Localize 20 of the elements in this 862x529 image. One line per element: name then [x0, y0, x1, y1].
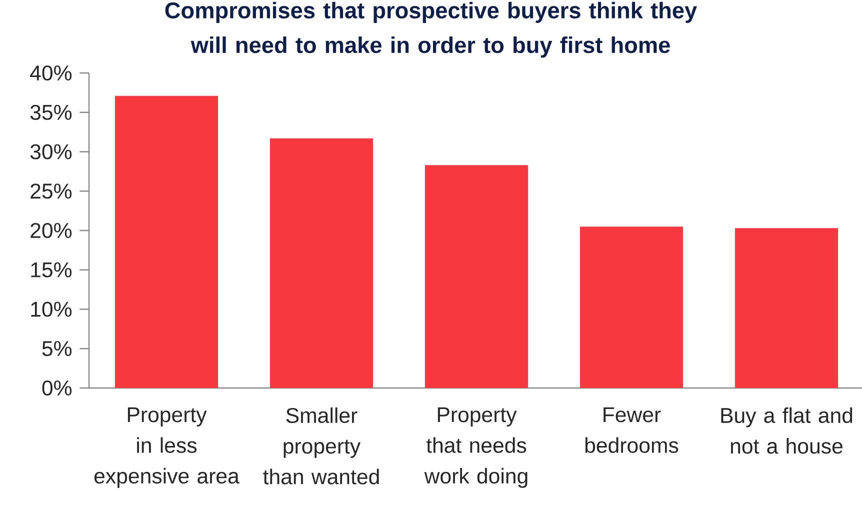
x-tick-label: Property in less expensive area [94, 407, 240, 488]
bar [270, 138, 374, 388]
chart-title: Compromises that prospective buyers think they will need to make in order to buy first home [165, 2, 698, 58]
x-tick-label: Buy a flat and not a house [721, 407, 852, 454]
x-tick-label: Fewer bedrooms [585, 407, 678, 453]
bar [424, 165, 528, 388]
bar [114, 96, 218, 388]
y-tick-label: 30% [30, 144, 72, 160]
y-tick-label: 40% [30, 65, 72, 81]
y-tick-label: 10% [31, 302, 72, 317]
x-tick-label: Smaller property than wanted [263, 407, 379, 484]
y-tick-label: 35% [30, 104, 72, 120]
y-tick-label: 5% [42, 341, 72, 356]
bar [580, 226, 684, 388]
y-tick-label: 25% [30, 184, 72, 199]
bar [734, 228, 838, 388]
y-tick-label: 20% [30, 222, 72, 238]
y-tick-label: 15% [31, 262, 72, 278]
x-tick-label: Property that needs work doing [424, 407, 528, 488]
y-tick-label: 0% [42, 380, 72, 396]
